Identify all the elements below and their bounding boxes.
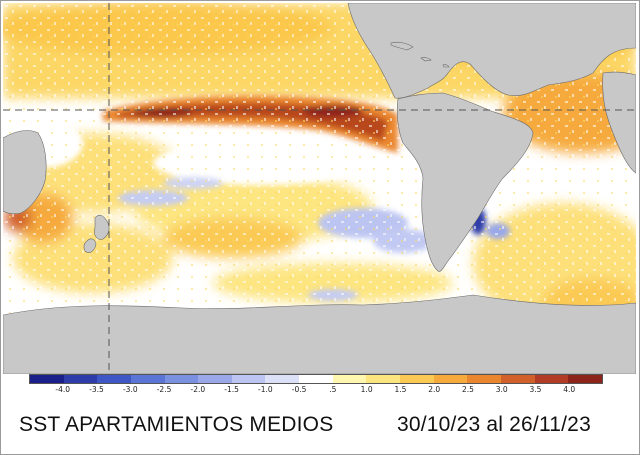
caribbean-islands	[390, 41, 450, 68]
colorbar-swatches	[29, 374, 603, 384]
caption-date-range: 30/10/23 al 26/11/23	[397, 413, 591, 436]
colorbar-swatch	[164, 375, 199, 383]
north-america	[347, 3, 636, 99]
colorbar-swatch	[534, 375, 569, 383]
land-masses	[3, 3, 636, 374]
new-zealand	[83, 214, 110, 253]
colorbar-tick-label: -1.0	[258, 385, 273, 394]
colorbar-tick-label: -0.5	[291, 385, 307, 394]
colorbar-tick-label: 2.5	[461, 385, 474, 394]
colorbar-swatch	[400, 375, 434, 383]
colorbar-tick-label: 4.0	[563, 385, 576, 394]
africa	[602, 71, 636, 174]
colorbar-swatch	[467, 375, 501, 383]
colorbar-swatch	[231, 375, 266, 383]
map-gridlines	[3, 3, 636, 374]
colorbar-swatch	[265, 375, 300, 383]
colorbar-tick-label: 3.5	[529, 385, 542, 394]
colorbar-swatch	[198, 375, 232, 383]
colorbar-swatch	[500, 375, 535, 383]
colorbar-swatch	[30, 375, 64, 383]
colorbar-tick-label: -3.0	[122, 385, 138, 394]
colorbar-tick-label: 3.0	[495, 385, 508, 394]
map-caption: SST APARTAMIENTOS MEDIOS 30/10/23 al 26/…	[1, 409, 640, 445]
colorbar-tick-label: .5	[329, 385, 337, 394]
colorbar-swatch	[63, 375, 98, 383]
colorbar-swatch	[433, 375, 468, 383]
colorbar-legend: -4.0 -3.5 -3.0 -2.5 -2.0 -1.5 -1.0 -0.5 .5 1.0 1.5…	[29, 374, 603, 398]
colorbar-tick-label: -3.5	[89, 385, 104, 394]
south-america	[396, 92, 534, 272]
colorbar-swatch	[299, 375, 333, 383]
colorbar-tick-label: -2.0	[190, 385, 206, 394]
colorbar-tick-label: 1.5	[394, 385, 407, 394]
colorbar-swatch	[332, 375, 367, 383]
sst-anomaly-map	[3, 3, 636, 374]
colorbar-tick-label: -4.0	[55, 385, 71, 394]
colorbar-swatch	[97, 375, 131, 383]
colorbar-tick-label: 1.0	[360, 385, 373, 394]
caption-title: SST APARTAMIENTOS MEDIOS	[19, 413, 334, 436]
colorbar-swatch	[130, 375, 165, 383]
colorbar-tick-label: 2.0	[428, 385, 441, 394]
colorbar-ticks: -4.0 -3.5 -3.0 -2.5 -2.0 -1.5 -1.0 -0.5 .5 1.0 1.5…	[29, 385, 603, 397]
colorbar-swatch	[366, 375, 401, 383]
colorbar-swatch	[568, 375, 602, 383]
colorbar-tick-label: -2.5	[156, 385, 172, 394]
australia	[3, 130, 47, 215]
colorbar-tick-label: -1.5	[224, 385, 239, 394]
antarctica	[3, 294, 636, 374]
